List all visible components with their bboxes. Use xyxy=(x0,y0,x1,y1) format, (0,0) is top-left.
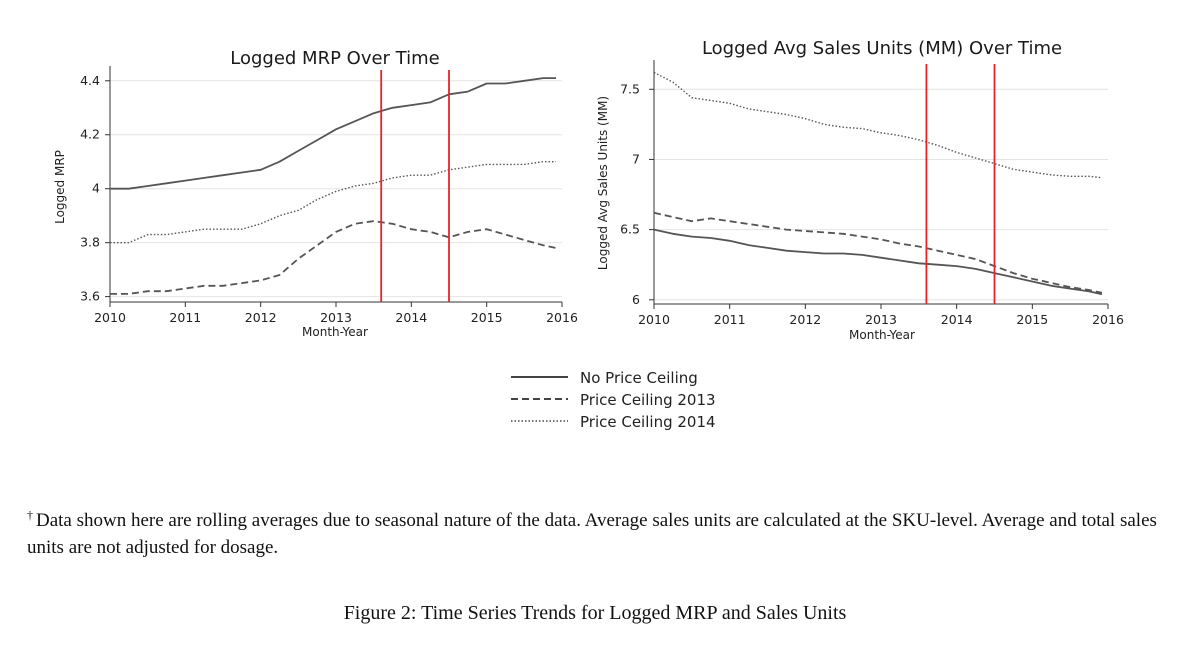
x-axis-label: Month-Year xyxy=(849,328,915,342)
footnote-text: Data shown here are rolling averages due… xyxy=(27,510,1157,558)
x-tick-label: 2011 xyxy=(169,310,201,325)
x-tick-label: 2016 xyxy=(1092,312,1124,327)
x-tick-label: 2014 xyxy=(395,310,427,325)
y-tick-label: 4.4 xyxy=(80,73,100,88)
plot-area: 3.6 3.8 4 4.2 4.4 2010 2011 2012 2013 2014 2015 201… xyxy=(80,66,578,325)
y-tick-label: 3.6 xyxy=(80,289,100,304)
legend-label: No Price Ceiling xyxy=(580,369,698,387)
y-axis-label: Logged Avg Sales Units (MM) xyxy=(596,96,610,270)
series-line-price-ceiling-2013 xyxy=(110,220,557,295)
y-tick-label: 4.2 xyxy=(80,127,100,142)
x-tick-label: 2010 xyxy=(94,310,126,325)
plot-area: 6 6.5 7 7.5 2010 2011 2012 2013 2014 2015 2016 xyxy=(620,60,1124,327)
series-line-price-ceiling-2014 xyxy=(110,160,556,244)
y-tick-label: 6 xyxy=(632,292,640,307)
x-tick-label: 2012 xyxy=(245,310,277,325)
legend-label: Price Ceiling 2014 xyxy=(580,413,716,431)
y-tick-label: 6.5 xyxy=(620,222,640,237)
y-tick-label: 4 xyxy=(92,181,100,196)
series-line-no-price-ceiling xyxy=(653,228,1103,296)
x-tick-label: 2016 xyxy=(546,310,578,325)
y-tick-label: 7 xyxy=(632,151,640,166)
chart-title: Logged MRP Over Time xyxy=(230,48,439,69)
chart-logged-mrp: Logged MRP Over Time Logged MRP Month-Ye… xyxy=(53,48,578,339)
legend-label: Price Ceiling 2013 xyxy=(580,391,716,409)
chart-logged-avg-sales-units: Logged Avg Sales Units (MM) Over Time Lo… xyxy=(596,38,1124,342)
x-tick-label: 2013 xyxy=(320,310,352,325)
x-axis-label: Month-Year xyxy=(302,325,368,339)
series-line-no-price-ceiling xyxy=(110,77,556,190)
x-tick-label: 2012 xyxy=(789,312,821,327)
y-axis-label: Logged MRP xyxy=(53,150,67,224)
legend: No Price Ceiling Price Ceiling 2013 Pric… xyxy=(511,369,716,431)
y-tick-label: 3.8 xyxy=(80,235,100,250)
series-line-price-ceiling-2013 xyxy=(653,211,1103,294)
figure-caption: Figure 2: Time Series Trends for Logged … xyxy=(343,602,847,624)
x-tick-label: 2011 xyxy=(714,312,746,327)
series-line-price-ceiling-2014 xyxy=(653,71,1102,179)
x-tick-label: 2013 xyxy=(865,312,897,327)
footnote-marker: † xyxy=(27,508,33,522)
chart-title: Logged Avg Sales Units (MM) Over Time xyxy=(702,38,1062,59)
y-tick-label: 7.5 xyxy=(620,81,640,96)
x-tick-label: 2014 xyxy=(941,312,973,327)
x-tick-label: 2010 xyxy=(638,312,670,327)
footnote: † Data shown here are rolling averages du… xyxy=(27,502,1177,561)
x-tick-label: 2015 xyxy=(471,310,503,325)
x-tick-label: 2015 xyxy=(1016,312,1048,327)
